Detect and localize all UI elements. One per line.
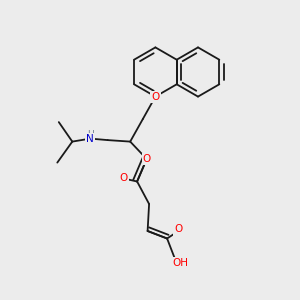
Text: O: O: [174, 224, 183, 235]
Text: O: O: [151, 92, 160, 102]
Text: N: N: [86, 134, 94, 144]
Text: O: O: [119, 173, 128, 184]
Text: OH: OH: [172, 258, 189, 268]
Text: H: H: [87, 130, 94, 140]
Text: O: O: [142, 154, 151, 164]
